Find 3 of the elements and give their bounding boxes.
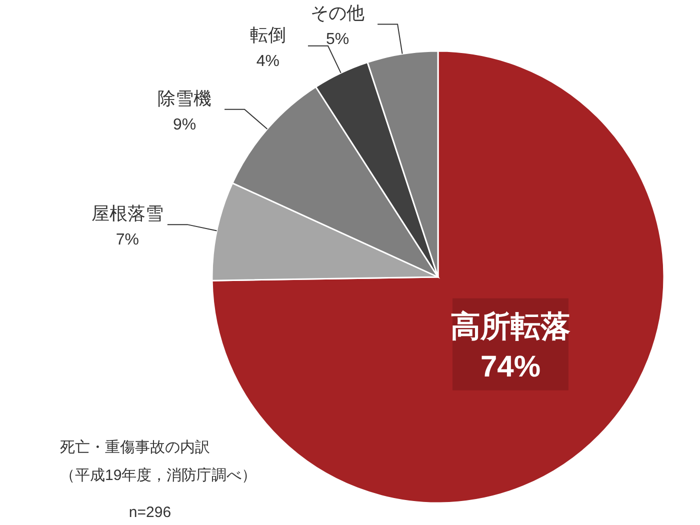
annotation: （平成19年度，消防庁調べ） [60, 467, 257, 484]
annotation: n=296 [128, 504, 172, 521]
annotation: 死亡・重傷事故の内訳 [60, 439, 210, 456]
